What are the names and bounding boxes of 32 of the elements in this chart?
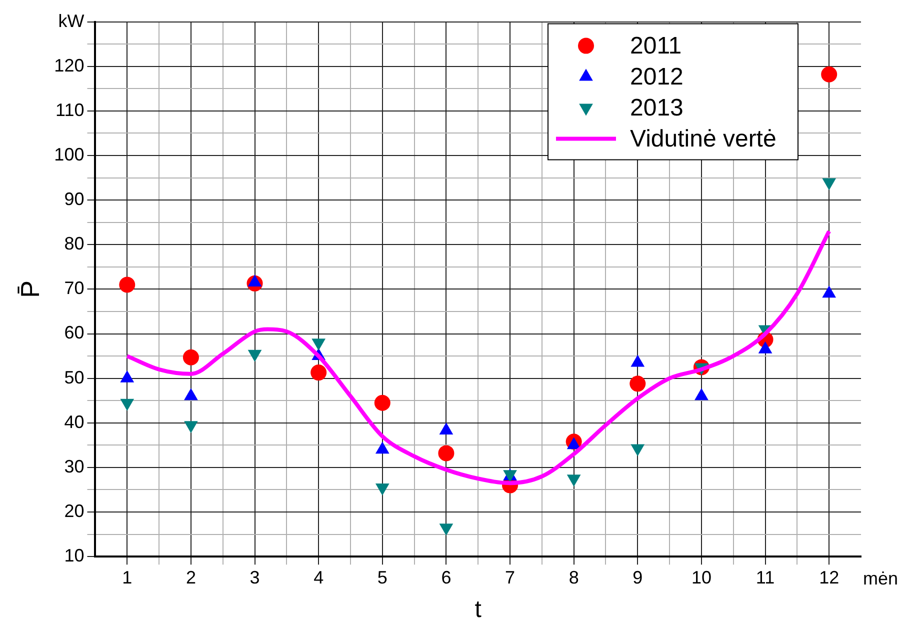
y-tick-label: 60	[64, 322, 84, 343]
y-tick-label: 30	[64, 456, 84, 476]
y-tick-label: 10	[64, 546, 84, 566]
x-tick-label: 7	[505, 567, 516, 588]
y-tick-label: 40	[64, 412, 84, 432]
legend-label: 2013	[630, 94, 684, 122]
y-tick-label: 110	[56, 100, 84, 120]
y-tick-label: 50	[64, 367, 84, 388]
y-tick-label: 100	[54, 144, 84, 164]
y-tick-label: 90	[64, 189, 84, 210]
x-tick-label: 1	[122, 567, 132, 588]
x-tick-label: 12	[819, 567, 840, 588]
x-tick-label: 5	[377, 567, 388, 588]
x-axis-title: t	[474, 596, 482, 624]
x-tick-label: 6	[441, 567, 452, 588]
x-tick-label: 10	[691, 567, 712, 588]
y-axis-title: P̄	[14, 280, 45, 298]
y-tick-label: 20	[64, 501, 84, 521]
y-tick-label: 70	[64, 278, 84, 298]
y-tick-label: 80	[64, 234, 84, 254]
x-tick-label: 8	[568, 567, 579, 588]
x-tick-label: 9	[632, 567, 643, 588]
y-tick-label: 120	[54, 55, 84, 76]
x-tick-label: 11	[756, 567, 775, 588]
legend-label: 2012	[630, 63, 684, 90]
y-tick-label: kW	[58, 10, 84, 31]
legend-label: Vidutinė vertė	[630, 125, 776, 152]
legend-label: 2011	[630, 32, 682, 60]
text: mėn	[863, 568, 898, 589]
x-tick-label: 2	[186, 567, 196, 588]
x-tick-label: 4	[314, 567, 324, 588]
x-tick-label: 3	[250, 567, 260, 588]
